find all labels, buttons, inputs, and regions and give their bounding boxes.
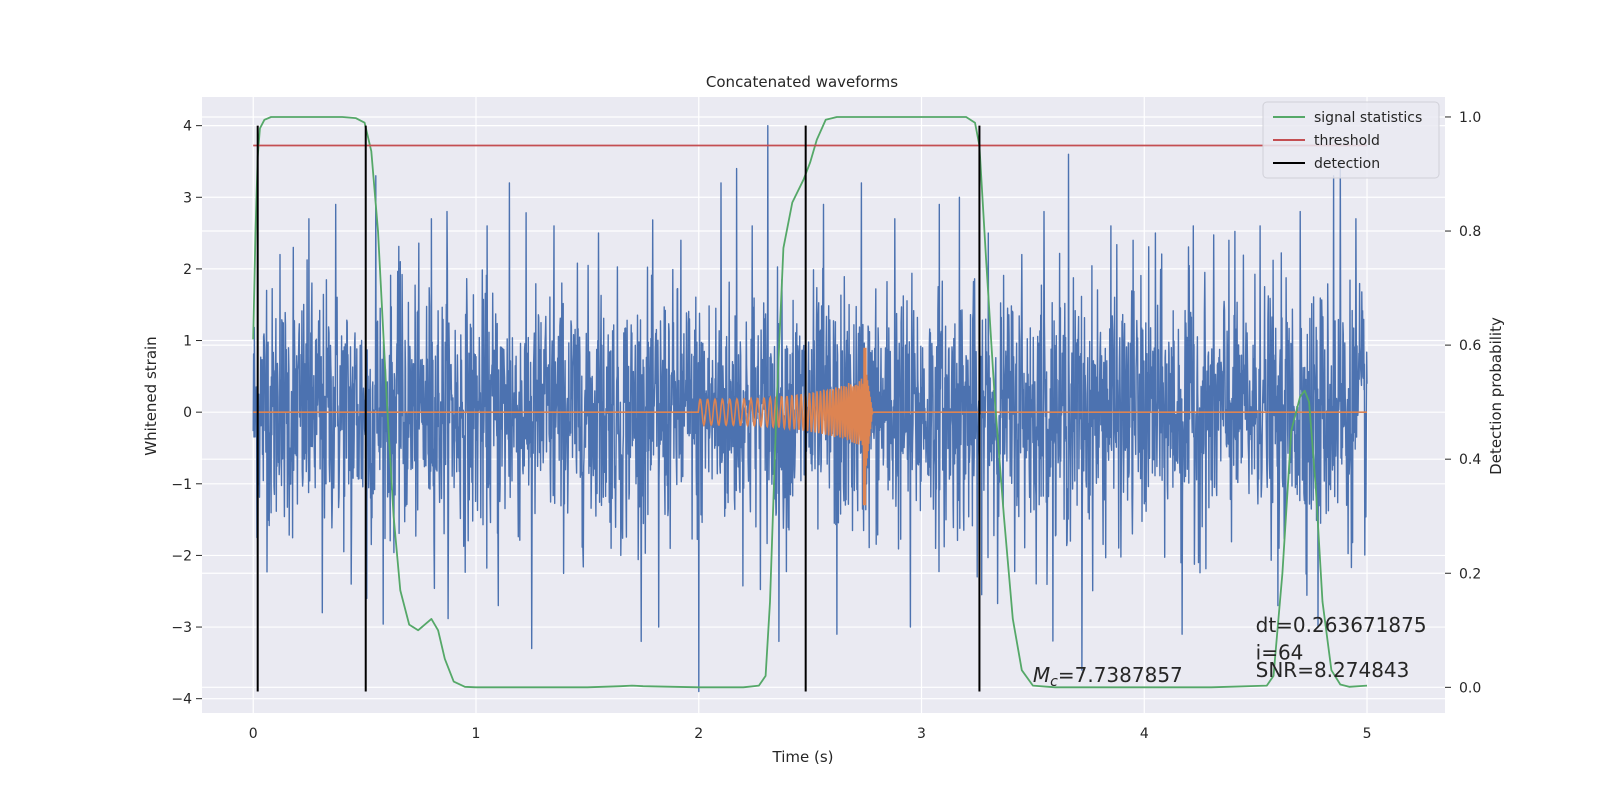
ticks: 0 1 2 3 4 5 −4 −3 −2 −1 0 1 2 3 4 0.0 0.2 0.4 0.6 0.8 1.0 bbox=[171, 110, 1481, 742]
x-tick-label-1: 1 bbox=[472, 726, 481, 742]
annotation-dt: dt=0.263671875 bbox=[1256, 613, 1427, 637]
x-tick-label-2: 2 bbox=[694, 726, 703, 742]
y-tick-label-0: −4 bbox=[171, 692, 192, 708]
series-layer bbox=[252, 116, 1368, 693]
plot-clip-group bbox=[252, 116, 1368, 693]
right-y-tick-label-1: 0.2 bbox=[1459, 566, 1481, 582]
x-tick-label-5: 5 bbox=[1363, 726, 1372, 742]
annotation-i: i=64 bbox=[1256, 640, 1304, 664]
y-axis-label: Whitened strain bbox=[142, 336, 160, 455]
legend-label-0: signal statistics bbox=[1314, 110, 1422, 126]
y-tick-label-4: 0 bbox=[183, 405, 192, 421]
x-tick-label-4: 4 bbox=[1140, 726, 1149, 742]
y-tick-label-8: 4 bbox=[183, 119, 192, 135]
y-tick-label-1: −3 bbox=[171, 620, 192, 636]
annotation-snr: SNR=8.274843 bbox=[1256, 658, 1410, 682]
right-y-axis-label: Detection probability bbox=[1487, 317, 1505, 475]
right-y-tick-label-3: 0.6 bbox=[1459, 338, 1481, 354]
x-axis-label: Time (s) bbox=[772, 748, 834, 766]
x-tick-label-3: 3 bbox=[917, 726, 926, 742]
chart-title: Concatenated waveforms bbox=[706, 73, 898, 91]
legend: signal statistics threshold detection bbox=[1262, 101, 1440, 179]
right-y-tick-label-2: 0.4 bbox=[1459, 452, 1481, 468]
right-y-tick-label-4: 0.8 bbox=[1459, 224, 1481, 240]
y-tick-label-3: −1 bbox=[171, 477, 192, 493]
legend-label-1: threshold bbox=[1314, 133, 1380, 149]
right-y-tick-label-5: 1.0 bbox=[1459, 110, 1481, 126]
y-tick-label-2: −2 bbox=[171, 548, 192, 564]
annotation-mc: Mc=7.7387857 bbox=[1033, 663, 1183, 690]
y-tick-label-6: 2 bbox=[183, 262, 192, 278]
annotations: Mc=7.7387857 dt=0.263671875 i=64SNR=8.274… bbox=[1033, 613, 1427, 690]
y-tick-label-7: 3 bbox=[183, 190, 192, 206]
waveform-trace bbox=[253, 347, 1367, 506]
signal-statistics-line bbox=[252, 116, 1368, 689]
x-tick-label-0: 0 bbox=[249, 726, 258, 742]
right-y-tick-label-0: 0.0 bbox=[1459, 680, 1481, 696]
legend-box bbox=[1262, 101, 1440, 179]
legend-label-2: detection bbox=[1314, 156, 1380, 172]
y-tick-label-5: 1 bbox=[183, 334, 192, 350]
